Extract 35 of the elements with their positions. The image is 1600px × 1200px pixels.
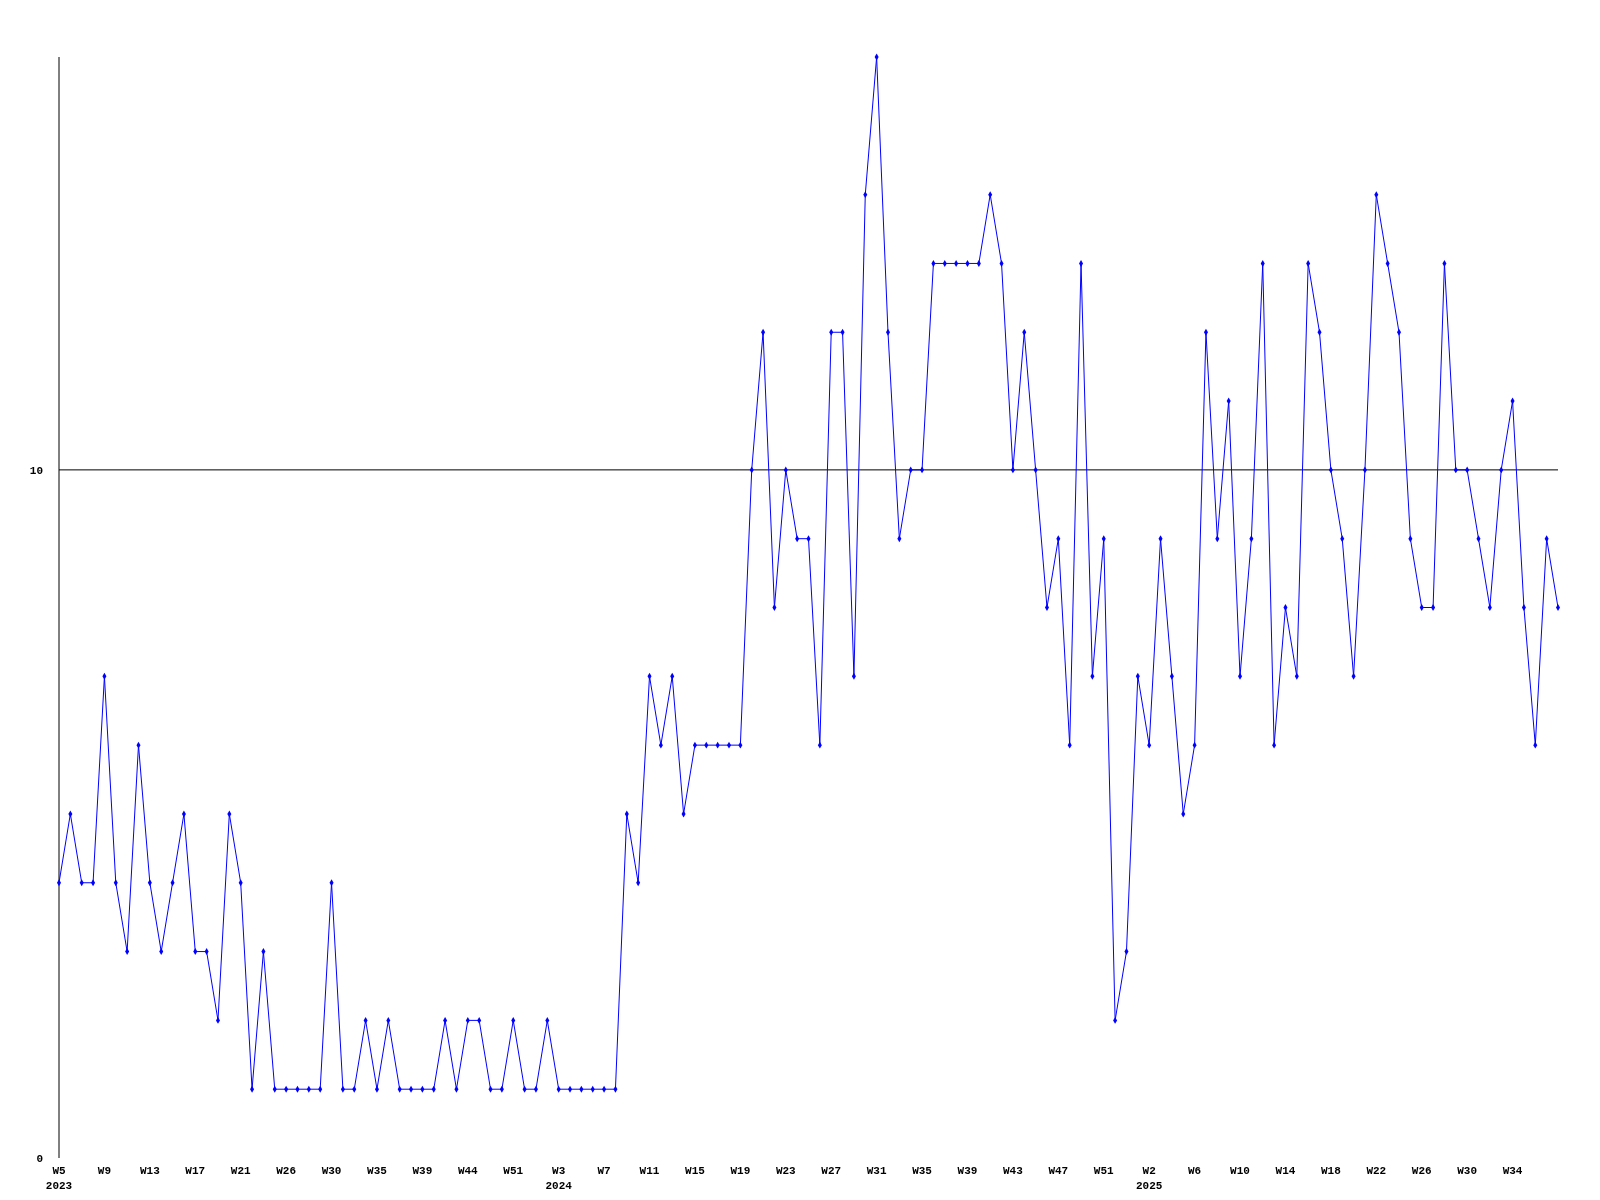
- x-tick-label: W14: [1275, 1165, 1296, 1177]
- x-tick-label: W9: [97, 1165, 112, 1177]
- x-tick-label: W7: [597, 1165, 611, 1177]
- y-tick-label: 10: [29, 464, 43, 477]
- x-tick-label: W27: [821, 1165, 842, 1177]
- x-tick-label: W34: [1502, 1165, 1523, 1177]
- x-tick-label: W10: [1230, 1165, 1250, 1177]
- x-tick-label: W35: [912, 1165, 933, 1177]
- x-tick-label: W6: [1188, 1165, 1202, 1177]
- x-tick-label: W22: [1366, 1165, 1387, 1177]
- x-tick-label: W51: [1093, 1165, 1115, 1177]
- x-tick-label: W35: [367, 1165, 388, 1177]
- x-tick-label: W21: [230, 1165, 251, 1177]
- x-tick-label: W51: [503, 1165, 524, 1177]
- x-tick-label: W13: [139, 1165, 161, 1177]
- x-tick-label: W15: [685, 1165, 706, 1177]
- x-tick-label: W30: [1457, 1165, 1478, 1177]
- x-tick-label: W3 2024: [545, 1165, 573, 1192]
- x-tick-label: W2 2025: [1135, 1165, 1163, 1192]
- x-tick-label: W26: [1411, 1165, 1432, 1177]
- x-tick-label: W39: [957, 1165, 978, 1177]
- x-tick-label: W30: [321, 1165, 342, 1177]
- x-tick-label: W19: [730, 1165, 751, 1177]
- x-tick-label: W18: [1320, 1165, 1342, 1177]
- x-tick-label: W44: [457, 1165, 479, 1177]
- x-tick-label: W26: [276, 1165, 297, 1177]
- x-tick-label: W43: [1003, 1165, 1024, 1177]
- x-tick-label: W39: [412, 1165, 433, 1177]
- x-tick-label: W47: [1048, 1165, 1069, 1177]
- x-tick-label: W5 2023: [45, 1165, 73, 1192]
- x-tick-label: W11: [639, 1165, 660, 1177]
- x-tick-label: W17: [185, 1165, 206, 1177]
- y-tick-label: 0: [36, 1153, 43, 1165]
- x-tick-label: W23: [775, 1165, 797, 1177]
- x-tick-label: W31: [866, 1165, 887, 1177]
